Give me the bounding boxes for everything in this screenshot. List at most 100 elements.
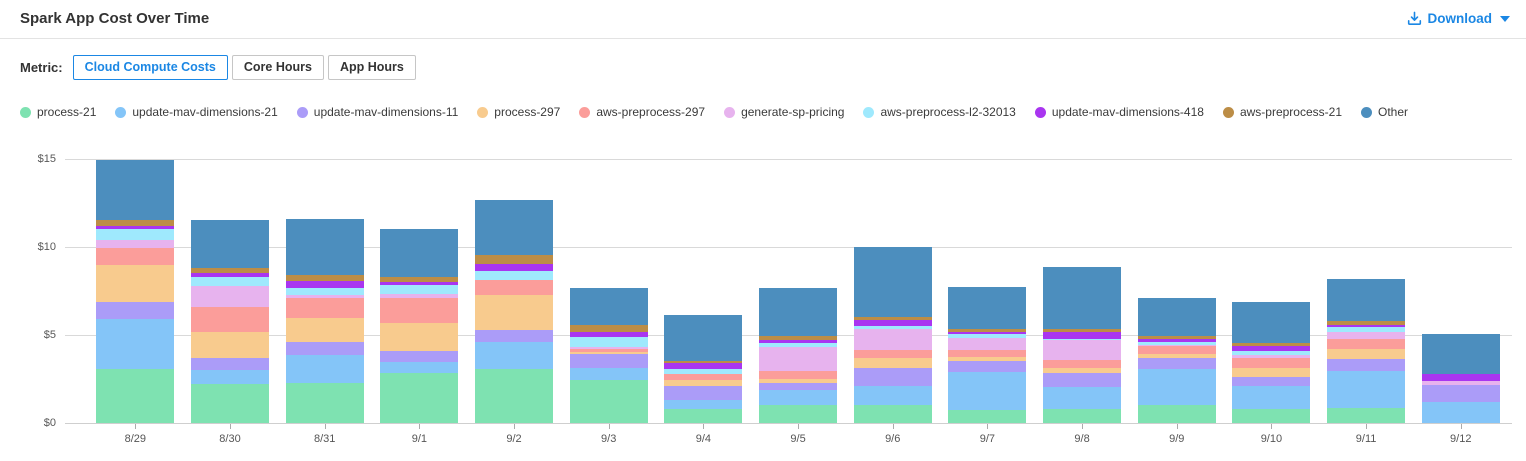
stacked-bar-9-7[interactable] [948,286,1027,423]
bar-segment-update-mav-dimensions-21[interactable] [1327,371,1406,409]
bar-segment-aws-preprocess-l2-32013[interactable] [664,369,743,374]
bar-segment-other[interactable] [1232,301,1311,343]
bar-segment-process-21[interactable] [948,409,1027,423]
bar-segment-update-mav-dimensions-21[interactable] [475,342,554,370]
download-button[interactable]: Download [1407,11,1510,26]
bar-segment-generate-sp-pricing[interactable] [380,293,459,299]
stacked-bar-9-8[interactable] [1043,267,1122,423]
bar-segment-process-21[interactable] [853,405,932,423]
bar-segment-update-mav-dimensions-11[interactable] [1327,358,1406,372]
bar-segment-update-mav-dimensions-21[interactable] [759,390,838,406]
stacked-bar-9-2[interactable] [475,200,554,423]
bar-segment-update-mav-dimensions-11[interactable] [853,368,932,387]
bar-segment-process-297[interactable] [1232,367,1311,378]
bar-segment-other[interactable] [1137,297,1216,336]
bar-segment-other[interactable] [948,286,1027,329]
legend-item-process-297[interactable]: process-297 [477,105,560,119]
bar-segment-aws-preprocess-297[interactable] [664,373,743,380]
legend-item-process-21[interactable]: process-21 [20,105,96,119]
bar-segment-aws-preprocess-l2-32013[interactable] [1232,350,1311,356]
stacked-bar-9-3[interactable] [569,287,648,423]
bar-segment-aws-preprocess-21[interactable] [96,219,175,226]
bar-segment-update-mav-dimensions-418[interactable] [759,340,838,343]
bar-segment-aws-preprocess-l2-32013[interactable] [285,287,364,296]
bar-segment-update-mav-dimensions-11[interactable] [1232,377,1311,387]
bar-segment-update-mav-dimensions-11[interactable] [96,301,175,320]
stacked-bar-9-10[interactable] [1232,301,1311,423]
bar-segment-update-mav-dimensions-418[interactable] [1043,332,1122,339]
bar-segment-process-297[interactable] [853,357,932,369]
bar-segment-generate-sp-pricing[interactable] [948,337,1027,350]
bar-segment-update-mav-dimensions-11[interactable] [948,360,1027,372]
bar-segment-process-297[interactable] [475,295,554,330]
bar-segment-aws-preprocess-l2-32013[interactable] [380,284,459,294]
bar-segment-generate-sp-pricing[interactable] [853,328,932,350]
bar-segment-aws-preprocess-297[interactable] [853,350,932,358]
bar-segment-update-mav-dimensions-11[interactable] [569,354,648,368]
bar-segment-update-mav-dimensions-11[interactable] [1137,357,1216,370]
bar-segment-aws-preprocess-21[interactable] [569,324,648,332]
legend-item-other[interactable]: Other [1361,105,1408,119]
bar-segment-other[interactable] [1421,334,1500,374]
bar-segment-update-mav-dimensions-418[interactable] [285,280,364,288]
bar-segment-aws-preprocess-21[interactable] [285,275,364,281]
bar-segment-update-mav-dimensions-11[interactable] [1043,372,1122,387]
bar-segment-process-21[interactable] [1232,408,1311,423]
bar-segment-update-mav-dimensions-418[interactable] [1137,338,1216,342]
bar-segment-process-297[interactable] [380,322,459,351]
bar-segment-process-297[interactable] [948,357,1027,361]
bar-segment-aws-preprocess-21[interactable] [759,335,838,340]
bar-segment-update-mav-dimensions-11[interactable] [285,342,364,356]
bar-segment-aws-preprocess-l2-32013[interactable] [1043,338,1122,341]
bar-segment-update-mav-dimensions-418[interactable] [1232,345,1311,351]
stacked-bar-9-12[interactable] [1421,334,1500,423]
bar-segment-aws-preprocess-21[interactable] [948,328,1027,333]
bar-segment-aws-preprocess-l2-32013[interactable] [853,325,932,329]
bar-segment-process-21[interactable] [569,379,648,423]
bar-segment-aws-preprocess-297[interactable] [1043,359,1122,368]
bar-segment-process-297[interactable] [191,332,269,358]
bar-segment-aws-preprocess-297[interactable] [285,298,364,319]
bar-segment-process-21[interactable] [1043,408,1122,423]
bar-segment-update-mav-dimensions-418[interactable] [1421,373,1500,381]
legend-item-aws-preprocess-l2-32013[interactable]: aws-preprocess-l2-32013 [863,105,1016,119]
bar-segment-process-297[interactable] [664,379,743,387]
bar-segment-generate-sp-pricing[interactable] [1043,340,1122,360]
bar-segment-other[interactable] [664,314,743,362]
stacked-bar-9-5[interactable] [759,287,838,423]
metric-button-cloud-compute-costs[interactable]: Cloud Compute Costs [72,55,228,80]
bar-segment-process-21[interactable] [1137,405,1216,423]
metric-button-app-hours[interactable]: App Hours [327,55,416,80]
metric-button-core-hours[interactable]: Core Hours [231,55,324,80]
bar-segment-update-mav-dimensions-418[interactable] [664,363,743,370]
bar-segment-generate-sp-pricing[interactable] [96,240,175,248]
stacked-bar-9-11[interactable] [1327,278,1406,423]
legend-item-aws-preprocess-297[interactable]: aws-preprocess-297 [579,105,705,119]
bar-segment-update-mav-dimensions-11[interactable] [1421,385,1500,402]
bar-segment-aws-preprocess-21[interactable] [1043,328,1122,333]
bar-segment-aws-preprocess-297[interactable] [1232,357,1311,368]
bar-segment-process-297[interactable] [1043,367,1122,373]
bar-segment-update-mav-dimensions-21[interactable] [285,355,364,384]
bar-segment-process-297[interactable] [569,351,648,355]
legend-item-update-mav-dimensions-11[interactable]: update-mav-dimensions-11 [296,105,458,119]
stacked-bar-9-1[interactable] [380,229,459,423]
bar-segment-process-21[interactable] [759,405,838,423]
bar-segment-update-mav-dimensions-21[interactable] [1137,369,1216,406]
stacked-bar-9-4[interactable] [664,314,743,423]
bar-segment-other[interactable] [853,247,932,317]
bar-segment-process-297[interactable] [96,264,175,302]
bar-segment-process-297[interactable] [1137,353,1216,358]
legend-item-update-mav-dimensions-418[interactable]: update-mav-dimensions-418 [1034,105,1204,119]
bar-segment-aws-preprocess-l2-32013[interactable] [569,336,648,347]
stacked-bar-8-29[interactable] [96,159,175,423]
stacked-bar-8-30[interactable] [191,219,269,423]
bar-segment-other[interactable] [1327,278,1406,321]
bar-segment-update-mav-dimensions-418[interactable] [380,282,459,285]
bar-segment-update-mav-dimensions-21[interactable] [380,362,459,373]
bar-segment-other[interactable] [380,229,459,277]
bar-segment-aws-preprocess-l2-32013[interactable] [948,334,1027,338]
bar-segment-other[interactable] [285,218,364,276]
bar-segment-generate-sp-pricing[interactable] [1421,380,1500,386]
bar-segment-update-mav-dimensions-21[interactable] [569,367,648,380]
